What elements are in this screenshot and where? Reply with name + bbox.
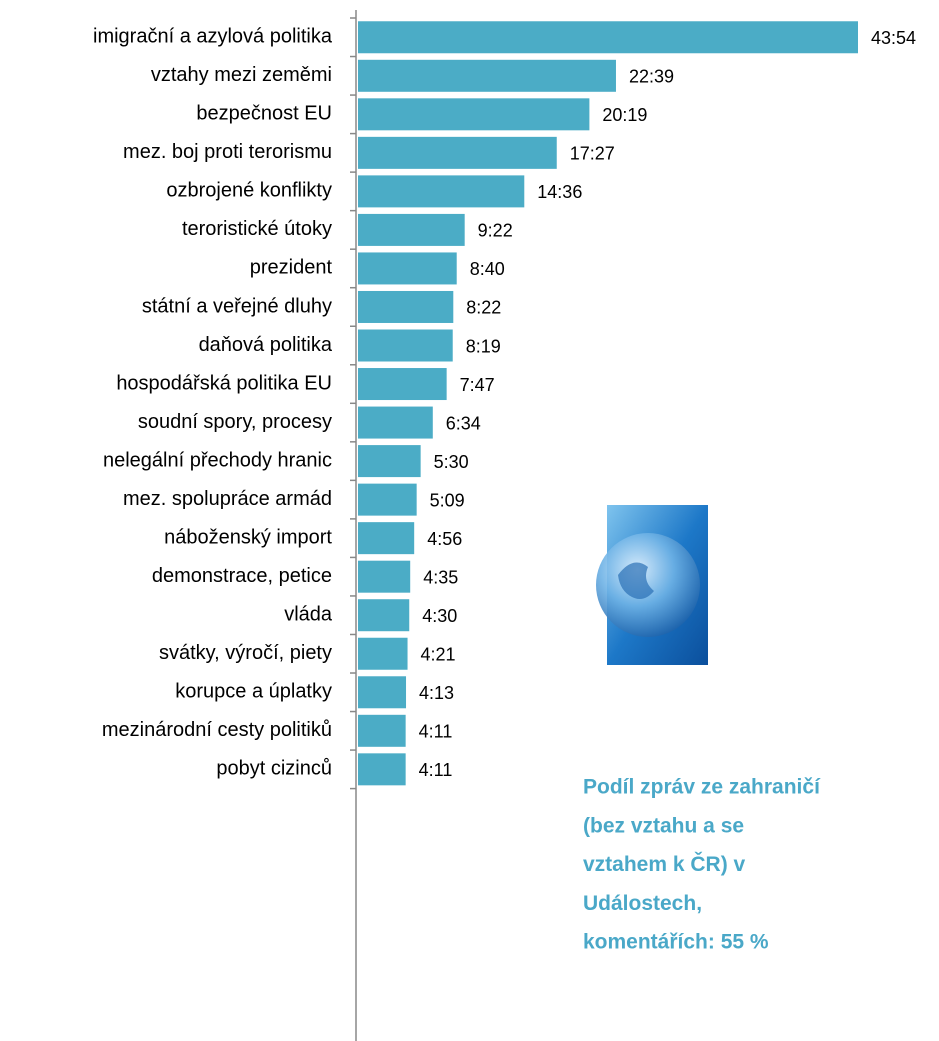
bar [358, 637, 408, 670]
bar [358, 676, 407, 709]
category-label: imigrační a azylová politika [93, 26, 333, 48]
bar [358, 599, 410, 632]
category-label: mezinárodní cesty politiků [102, 719, 332, 741]
value-label: 8:40 [470, 259, 505, 279]
value-label: 5:30 [434, 452, 469, 472]
category-label: mez. boj proti terorismu [123, 141, 332, 163]
value-label: 8:19 [466, 336, 501, 356]
value-label: 20:19 [602, 105, 647, 125]
category-label: náboženský import [164, 526, 332, 548]
bar [358, 368, 447, 401]
bar [358, 290, 454, 323]
value-label: 8:22 [466, 298, 501, 318]
category-label: nelegální přechody hranic [103, 449, 332, 471]
category-label: pobyt cizinců [216, 758, 332, 780]
bar [358, 753, 406, 786]
value-label: 4:56 [427, 529, 462, 549]
category-label: svátky, výročí, piety [159, 642, 332, 664]
value-label: 4:13 [419, 683, 454, 703]
value-label: 7:47 [460, 375, 495, 395]
category-label: státní a veřejné dluhy [142, 295, 332, 317]
category-label: soudní spory, procesy [138, 411, 332, 433]
bar [358, 560, 411, 593]
value-label: 4:21 [421, 644, 456, 664]
bar [358, 522, 415, 555]
category-label: ozbrojené konflikty [166, 180, 332, 202]
annotation: Událostech, [583, 892, 702, 915]
category-label: hospodářská politika EU [116, 372, 332, 394]
value-label: 5:09 [430, 490, 465, 510]
category-label: teroristické útoky [182, 218, 332, 240]
bar [358, 483, 417, 516]
annotation: (bez vztahu a se [583, 814, 744, 837]
bar [358, 136, 557, 169]
annotation: Podíl zpráv ze zahraničí [583, 776, 821, 799]
bar [358, 329, 453, 362]
annotation: komentářích: 55 % [583, 931, 769, 954]
value-label: 4:11 [419, 722, 453, 742]
value-label: 9:22 [478, 221, 513, 241]
bar [358, 445, 421, 478]
category-label: prezident [250, 257, 333, 279]
bar [358, 21, 858, 54]
value-label: 4:30 [422, 606, 457, 626]
value-label: 4:11 [419, 760, 453, 780]
category-label: korupce a úplatky [175, 681, 332, 703]
category-label: bezpečnost EU [196, 103, 332, 125]
value-label: 14:36 [537, 182, 582, 202]
category-label: vztahy mezi zeměmi [151, 64, 332, 86]
annotation: vztahem k ČR) v [583, 852, 746, 876]
category-label: daňová politika [199, 334, 333, 356]
value-label: 17:27 [570, 144, 615, 164]
bar [358, 175, 525, 208]
value-label: 4:35 [423, 567, 458, 587]
category-label: vláda [284, 603, 333, 625]
bar [358, 406, 433, 439]
globe-logo [596, 505, 708, 665]
bar [358, 59, 616, 92]
category-label: mez. spolupráce armád [123, 488, 332, 510]
category-label: demonstrace, petice [152, 565, 332, 587]
bar [358, 252, 457, 285]
bar [358, 98, 590, 131]
bar [358, 714, 406, 747]
bar [358, 213, 465, 246]
value-label: 6:34 [446, 413, 481, 433]
value-label: 43:54 [871, 28, 916, 48]
value-label: 22:39 [629, 67, 674, 87]
